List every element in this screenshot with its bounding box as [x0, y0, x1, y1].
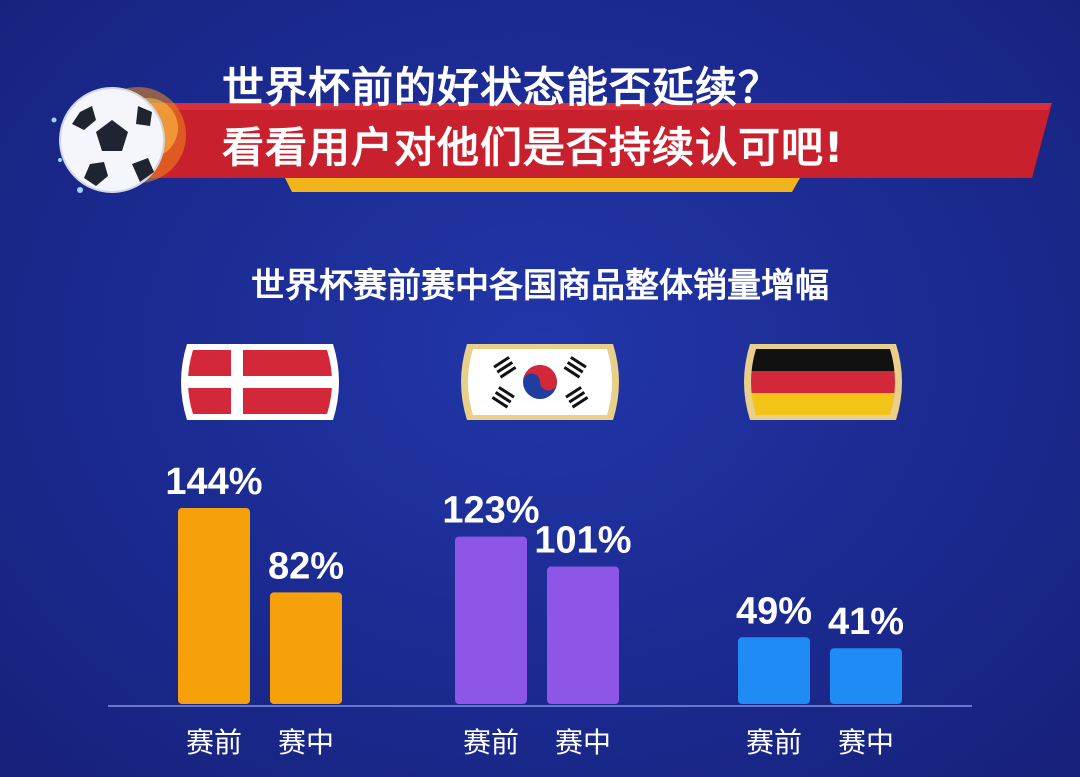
value-label-korea-0: 123% — [442, 490, 539, 532]
bar-denmark-0 — [178, 508, 250, 704]
soccer-ball-icon — [51, 87, 186, 193]
korea-flag-icon — [461, 344, 619, 420]
chart-title: 世界杯赛前赛中各国商品整体销量增幅 — [251, 266, 829, 306]
value-label-korea-1: 101% — [534, 520, 631, 562]
category-label-denmark-0: 赛前 — [186, 726, 242, 759]
germany-flag-icon — [744, 344, 902, 420]
category-label-germany-0: 赛前 — [746, 726, 802, 759]
bar-germany-1 — [830, 648, 902, 704]
denmark-flag-icon — [181, 344, 339, 420]
value-label-germany-0: 49% — [736, 590, 812, 632]
headline-line2: 看看用户对他们是否持续认可吧! — [222, 123, 845, 172]
headline-line1: 世界杯前的好状态能否延续？ — [222, 63, 782, 112]
category-label-korea-1: 赛中 — [555, 726, 611, 759]
bar-denmark-1 — [270, 592, 342, 704]
value-label-denmark-1: 82% — [268, 545, 344, 587]
category-label-denmark-1: 赛中 — [278, 726, 334, 759]
value-label-germany-1: 41% — [828, 601, 904, 643]
category-label-korea-0: 赛前 — [463, 726, 519, 759]
bar-korea-0 — [455, 536, 527, 704]
value-label-denmark-0: 144% — [165, 461, 262, 503]
headline-banner — [150, 103, 1052, 192]
category-label-germany-1: 赛中 — [838, 726, 894, 759]
bar-korea-1 — [547, 566, 619, 704]
bar-germany-0 — [738, 637, 810, 704]
